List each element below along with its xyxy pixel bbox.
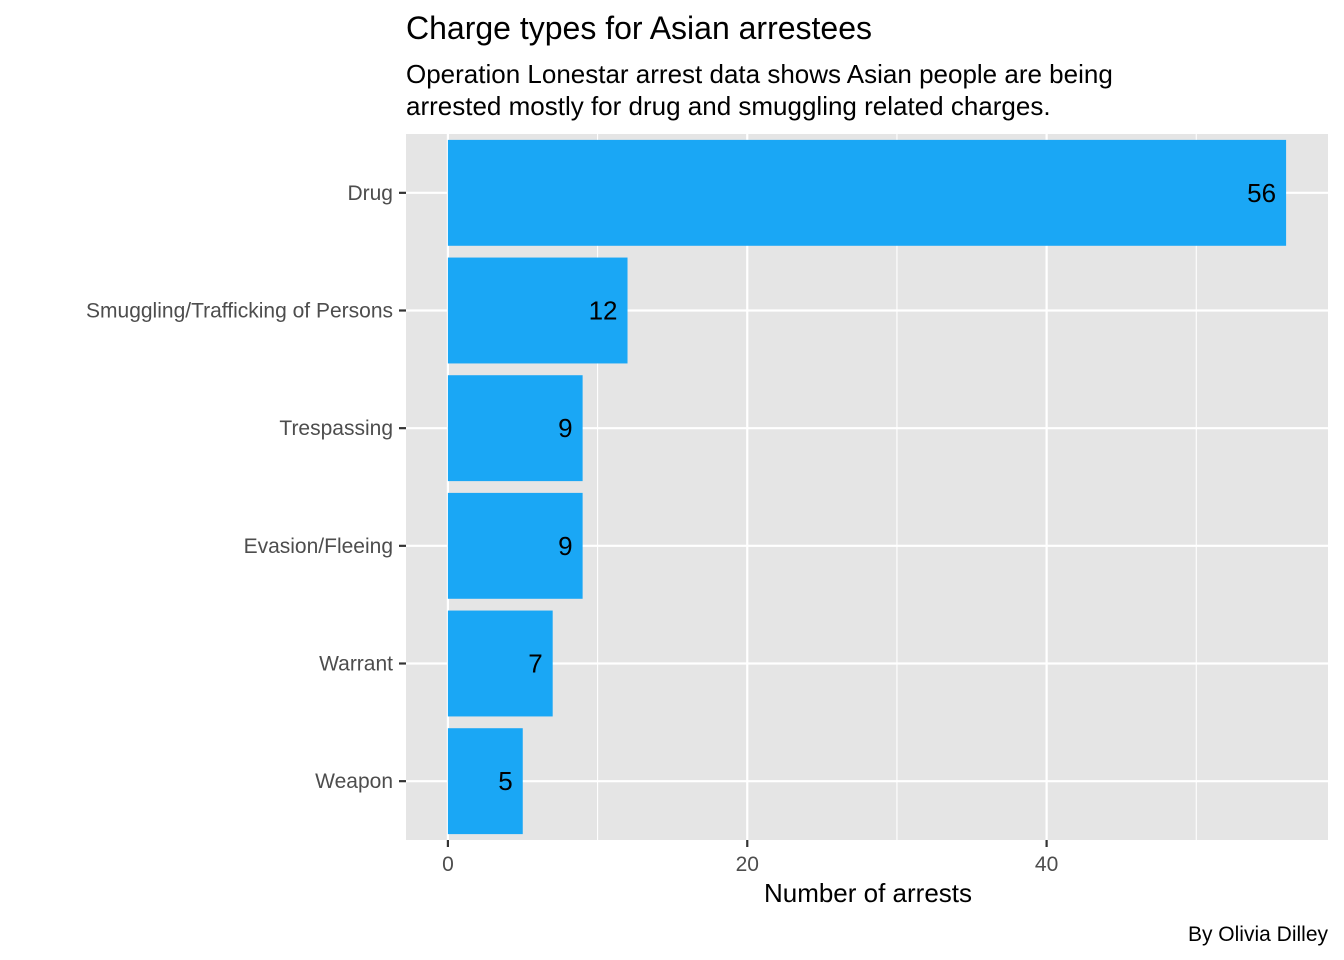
bar-value-label: 7 bbox=[528, 649, 542, 679]
x-tick-label: 40 bbox=[1035, 853, 1058, 876]
bar-value-labels: 56 12 9 9 7 5 bbox=[498, 178, 1276, 796]
y-axis: Drug Smuggling/Trafficking of Persons Tres… bbox=[86, 182, 406, 793]
x-tick-label: 0 bbox=[442, 853, 454, 876]
chart-title: Charge types for Asian arrestees bbox=[406, 10, 872, 46]
y-tick-label: Warrant bbox=[319, 653, 393, 676]
bar-value-label: 56 bbox=[1247, 178, 1276, 208]
bar bbox=[447, 492, 583, 599]
x-axis: 0 20 40 bbox=[442, 840, 1058, 876]
bar bbox=[447, 375, 583, 482]
y-tick-label: Trespassing bbox=[279, 417, 393, 440]
y-tick-label: Weapon bbox=[315, 770, 393, 793]
chart-subtitle-line-1: Operation Lonestar arrest data shows Asi… bbox=[406, 59, 1113, 89]
bar bbox=[447, 610, 553, 717]
chart-subtitle-line-2: arrested mostly for drug and smuggling r… bbox=[406, 91, 1051, 121]
y-tick-label: Evasion/Fleeing bbox=[244, 535, 393, 558]
bar bbox=[447, 728, 523, 835]
bar bbox=[447, 257, 628, 364]
x-axis-title: Number of arrests bbox=[764, 878, 972, 908]
plot-panel bbox=[406, 134, 1328, 840]
bar-value-label: 9 bbox=[558, 531, 572, 561]
x-tick-label: 20 bbox=[736, 853, 759, 876]
bars bbox=[447, 139, 1287, 835]
bar-value-label: 12 bbox=[589, 296, 618, 326]
chart-caption: By Olivia Dilley bbox=[1188, 923, 1329, 946]
bar-value-label: 9 bbox=[558, 413, 572, 443]
bar bbox=[447, 139, 1287, 246]
y-tick-label: Drug bbox=[347, 182, 393, 205]
bar-value-label: 5 bbox=[498, 766, 512, 796]
y-tick-label: Smuggling/Trafficking of Persons bbox=[86, 300, 393, 323]
